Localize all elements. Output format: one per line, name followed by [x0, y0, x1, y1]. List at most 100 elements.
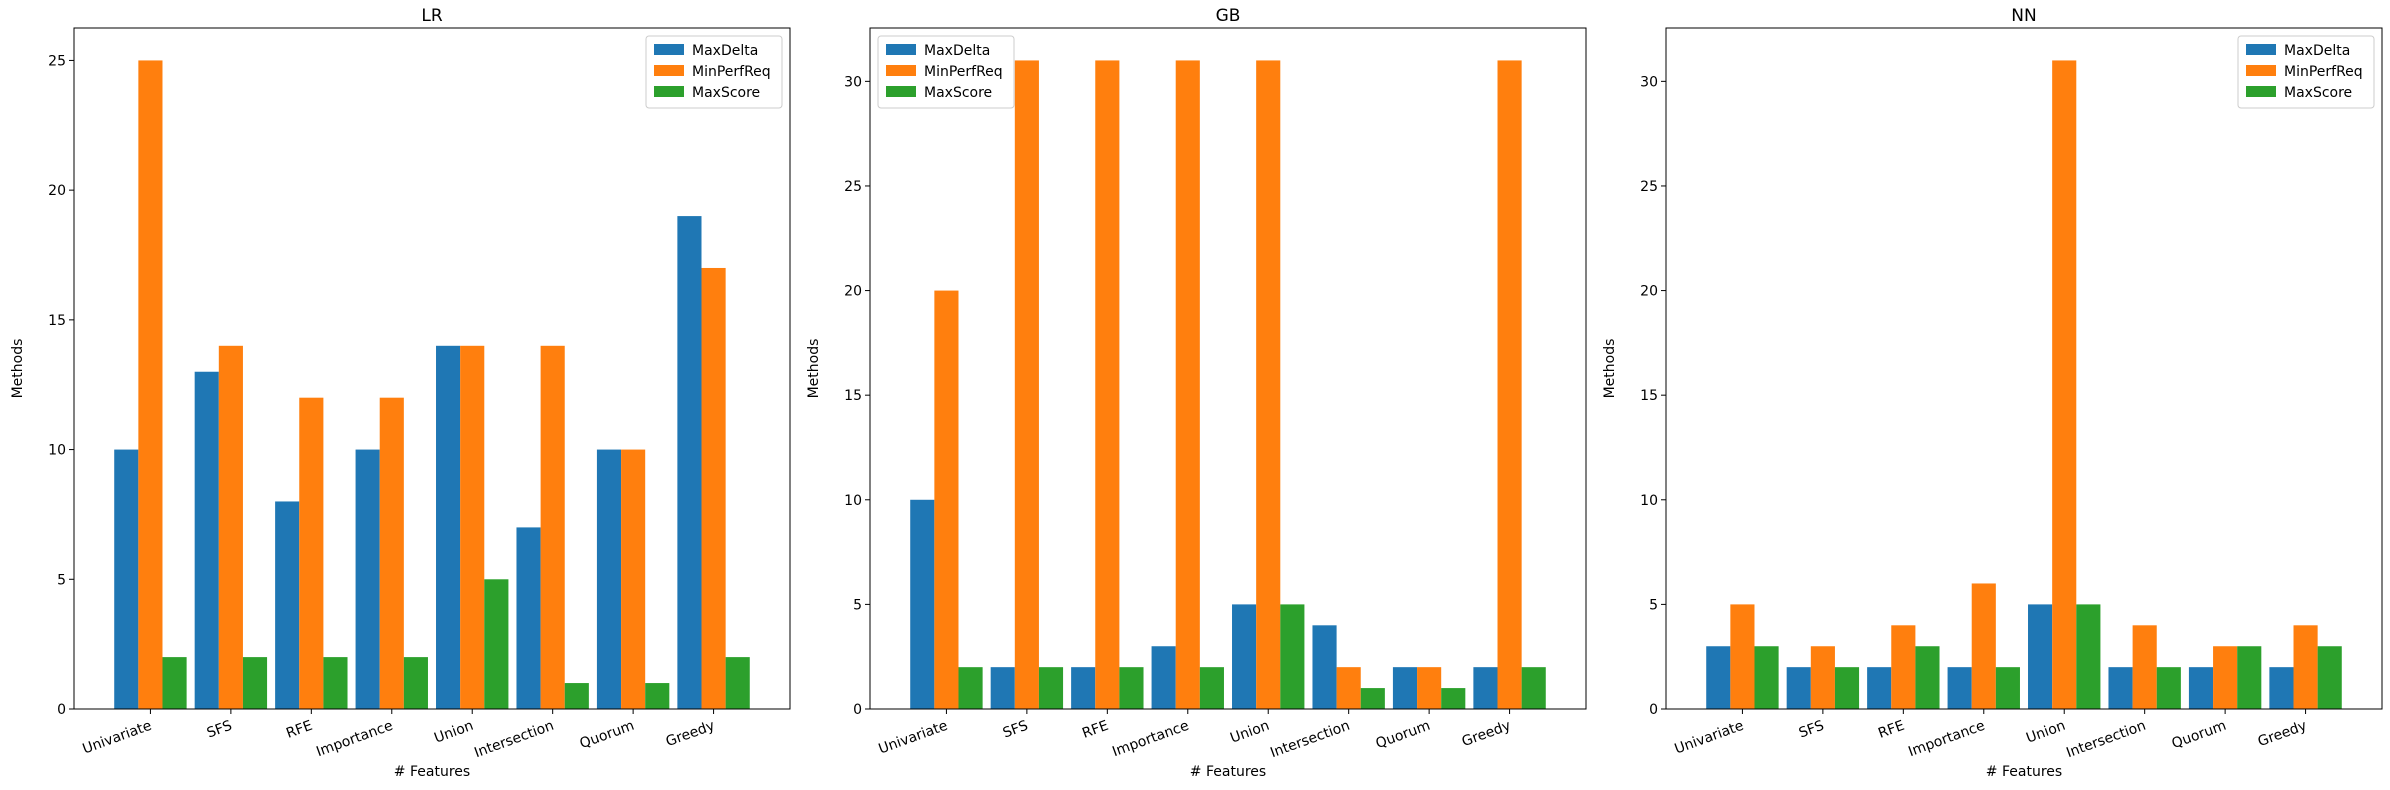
x-tick-label: RFE [1876, 718, 1907, 742]
y-tick-label: 0 [853, 702, 862, 718]
bar-minperfreq-greedy [2293, 625, 2318, 709]
bar-maxscore-quorum [2237, 646, 2262, 709]
bar-minperfreq-greedy [701, 267, 726, 709]
bar-maxscore-rfe [1119, 667, 1144, 709]
axes-frame [1665, 27, 2383, 710]
x-tick-label: Union [432, 718, 475, 747]
chart-title: NN [2011, 6, 2036, 26]
bar-maxscore-rfe [323, 657, 348, 709]
bar-minperfreq-rfe [299, 397, 324, 709]
bar-maxscore-greedy [2317, 646, 2342, 709]
bar-maxscore-univariate [1754, 646, 1779, 709]
legend-swatch-maxscore [886, 86, 916, 97]
x-tick-label: Univariate [1672, 718, 1745, 758]
legend: MaxDelta MinPerfReq MaxScore [645, 35, 783, 109]
bar-maxdelta-univariate [1706, 646, 1731, 709]
bar-maxscore-importance [403, 657, 428, 709]
bar-minperfreq-quorum [621, 449, 646, 709]
bar-maxdelta-importance [355, 449, 380, 709]
legend-label: MinPerfReq [924, 64, 1003, 80]
chart-title: LR [421, 6, 442, 26]
x-tick-label: Union [2024, 718, 2067, 747]
chart-title: GB [1216, 6, 1241, 26]
bar-minperfreq-univariate [934, 290, 959, 709]
bar-maxdelta-union [436, 345, 461, 709]
bar-minperfreq-greedy [1497, 60, 1522, 710]
bar-maxscore-intersection [1360, 688, 1385, 709]
legend-label: MinPerfReq [692, 64, 771, 80]
bar-minperfreq-importance [1971, 583, 1996, 709]
bar-maxscore-union [2076, 604, 2101, 709]
bar-minperfreq-univariate [138, 60, 163, 710]
x-tick-label: Intersection [1268, 718, 1352, 762]
x-tick-label: Quorum [1374, 718, 1433, 752]
legend-swatch-minperfreq [654, 65, 684, 76]
y-tick-label: 20 [48, 183, 66, 199]
bar-maxscore-quorum [1441, 688, 1466, 709]
x-tick-label: Univariate [876, 718, 949, 758]
bar-maxdelta-quorum [1392, 667, 1418, 709]
bar-maxscore-intersection [2156, 667, 2181, 709]
y-tick-label: 20 [844, 284, 862, 300]
bar-maxdelta-intersection [516, 527, 541, 709]
bar-minperfreq-sfs [218, 345, 243, 709]
bar-maxscore-union [1280, 604, 1305, 709]
x-tick-label: Quorum [2170, 718, 2229, 752]
x-tick-label: Greedy [1460, 718, 1513, 750]
bar-minperfreq-importance [379, 397, 404, 709]
bar-minperfreq-intersection [2132, 625, 2157, 709]
legend-label: MaxDelta [2284, 43, 2350, 59]
bar-maxdelta-importance [1947, 667, 1972, 709]
x-tick-label: Importance [314, 718, 395, 760]
legend-label: MaxScore [2284, 85, 2352, 101]
legend-swatch-maxdelta [654, 44, 684, 55]
x-tick-label: SFS [1797, 718, 1827, 742]
y-tick-label: 25 [48, 53, 66, 69]
y-tick-label: 25 [844, 179, 862, 195]
bar-minperfreq-univariate [1730, 604, 1755, 709]
bar-maxdelta-sfs [990, 667, 1015, 709]
bar-maxdelta-intersection [1312, 625, 1337, 709]
chart-gb: 0 5 10 15 20 25 30 Univariate SFS RFE Importance Un… [806, 6, 1587, 780]
y-tick-label: 25 [1640, 179, 1658, 195]
bar-maxdelta-univariate [114, 449, 139, 709]
bar-minperfreq-quorum [1417, 667, 1442, 709]
x-tick-label: Importance [1110, 718, 1191, 760]
bar-minperfreq-sfs [1014, 60, 1039, 710]
chart-nn: 0 5 10 15 20 25 30 Univariate SFS RFE Importance Un… [1602, 6, 2383, 780]
x-axis-label: # Features [1190, 764, 1266, 780]
bar-maxdelta-rfe [275, 501, 300, 709]
bar-maxscore-univariate [958, 667, 983, 709]
bar-maxscore-sfs [1834, 667, 1860, 709]
x-tick-label: Greedy [664, 718, 717, 750]
bar-maxdelta-union [2028, 604, 2053, 709]
x-tick-label: Importance [1906, 718, 1987, 760]
legend: MaxDelta MinPerfReq MaxScore [877, 35, 1015, 109]
chart-lr: 0 5 10 15 20 25 Univariate SFS RFE Importance Unio… [10, 6, 791, 780]
x-tick-label: SFS [1001, 718, 1031, 742]
bar-maxscore-sfs [1038, 667, 1064, 709]
legend-label: MaxDelta [692, 43, 758, 59]
y-tick-label: 5 [1649, 597, 1658, 613]
legend-label: MaxDelta [924, 43, 990, 59]
x-tick-label: Univariate [80, 718, 153, 758]
legend-swatch-maxdelta [886, 44, 916, 55]
bar-maxdelta-sfs [194, 371, 219, 709]
bar-maxdelta-rfe [1867, 667, 1892, 709]
y-axis-label: Methods [806, 339, 822, 399]
bar-maxdelta-intersection [2108, 667, 2133, 709]
bar-minperfreq-rfe [1891, 625, 1916, 709]
axes-frame [73, 27, 791, 710]
legend: MaxDelta MinPerfReq MaxScore [2237, 35, 2375, 109]
y-tick-label: 10 [48, 443, 66, 459]
bar-minperfreq-union [2052, 60, 2077, 710]
bar-maxdelta-quorum [596, 449, 622, 709]
y-tick-label: 0 [1649, 702, 1658, 718]
legend-swatch-minperfreq [886, 65, 916, 76]
bar-minperfreq-quorum [2213, 646, 2238, 709]
x-axis-label: # Features [1986, 764, 2062, 780]
legend-label: MaxScore [924, 85, 992, 101]
bar-maxscore-quorum [645, 683, 670, 709]
legend-swatch-maxscore [2246, 86, 2276, 97]
